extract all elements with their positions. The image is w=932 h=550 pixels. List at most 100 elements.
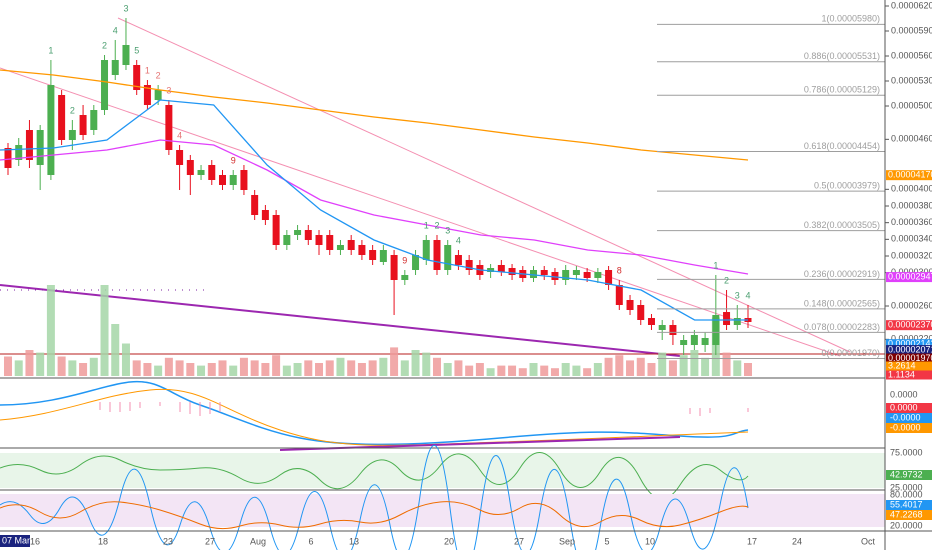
moving-average [0,99,748,321]
volume-bar [207,363,216,376]
x-tick-label: 24 [792,536,802,546]
volume-bar [186,363,195,376]
volume-bar [647,363,656,376]
volume-bar [111,324,120,376]
volume-bar [744,363,752,376]
x-tick-label: Aug [250,536,266,546]
volume-bar [132,360,141,376]
x-tick-label: 16 [30,536,40,546]
candle-body [369,250,377,260]
k-line [0,444,749,550]
volume-bar [14,360,23,376]
candle-body [315,235,323,245]
x-tick-label: Sep [559,536,575,546]
candle-body [583,272,591,278]
x-tick-label: 13 [349,536,359,546]
fib-label: 0.382(0.00003505) [804,220,880,230]
price-badge [886,170,932,181]
volume-bar [540,365,549,376]
volume-bar [175,360,184,376]
x-tick-label: 6 [308,536,313,546]
x-tick-label: 23 [163,536,173,546]
candle-body [336,245,344,250]
candle-body [379,250,387,262]
volume-bar [336,357,345,376]
candle-body [176,150,184,165]
stoch-panel [0,444,885,550]
candle-body [133,65,141,90]
volume-bar [690,350,699,376]
price-badge-label: 0.00002370 [888,320,932,330]
volume-bar [282,365,291,376]
panel-badge [886,470,932,480]
candle-body [647,318,655,325]
panel-badge-label: 47.2268 [890,509,923,519]
panel-badge-label: -0.0000 [890,412,921,422]
stoch-band [0,494,885,527]
sequence-label: 1 [424,220,429,230]
candle-body [422,240,430,260]
volume-bar [422,352,431,376]
x-tick-label: 5 [604,536,609,546]
date-badge [0,535,30,547]
volume-bar [722,352,731,376]
candle-body [508,268,516,275]
panel-badge [886,500,932,510]
candle-body [669,325,677,335]
volume-bar [121,343,130,376]
candle-body [240,170,248,190]
candle-body [326,235,334,250]
volume-bar [411,350,420,376]
panel-tick-label: 25.0000 [890,482,923,492]
volume-bar [390,347,399,376]
volume-bar [89,357,98,376]
rsi-line [0,452,749,500]
trend-line [0,284,681,357]
volume-bar [357,363,366,376]
x-tick-label: 20 [444,536,454,546]
signal-line [0,388,749,446]
panel-tick-label: 80.0000 [890,489,923,499]
sequence-label: 2 [724,275,729,285]
sequence-label: 3 [735,290,740,300]
trend-line [117,17,851,353]
volume-bar [304,360,313,376]
volume-bar [46,285,55,376]
sequence-label: 4 [177,130,182,140]
candle-body [79,115,87,135]
sequence-label: 5 [134,45,139,55]
candle-body [497,265,505,272]
volume-bar [443,363,452,376]
volume-bar [604,357,613,376]
fib-label: 0.886(0.00005531) [804,51,880,61]
candle-body [444,245,452,270]
volume-bar [550,368,559,376]
candle-body [658,325,666,330]
fib-label: 0.078(0.00002283) [804,322,880,332]
candle-body [218,175,226,185]
volume-bar [25,350,34,376]
sequence-label: 1 [145,65,150,75]
panel-badge [886,423,932,433]
volume-bar [250,360,259,376]
candle-body [454,255,462,265]
volume-badge [886,361,932,371]
candle-body [36,130,44,165]
volume-bar [261,363,270,376]
x-tick-label: 18 [98,536,108,546]
candle-body [186,160,194,175]
sequence-label: 1 [713,260,718,270]
moving-average [0,139,749,275]
fib-label: 0.786(0.00005129) [804,85,880,95]
volume-bar [154,365,163,376]
panel-badge-label: 42.9732 [890,469,923,479]
d-line [0,501,749,530]
volume-bar [197,365,206,376]
candle-body [594,272,602,278]
